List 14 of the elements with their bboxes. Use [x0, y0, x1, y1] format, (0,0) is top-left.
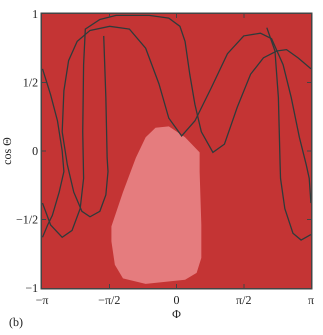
y-tick-label: 1/2 — [22, 76, 38, 90]
y-tick-label: 0 — [32, 144, 38, 158]
x-tick-label: −π — [36, 292, 48, 307]
y-tick-label: −1/2 — [16, 212, 38, 227]
y-axis-title: cos Θ — [0, 136, 14, 165]
x-tick-label: π/2 — [236, 292, 252, 307]
x-axis-title: Φ — [172, 306, 182, 321]
x-tick-label: 0 — [174, 292, 180, 307]
y-tick-label: 1 — [32, 7, 38, 22]
x-tick-label: π — [308, 292, 314, 307]
x-tick-label: −π/2 — [98, 292, 120, 307]
line-series — [42, 14, 311, 238]
y-tick-label: −1 — [25, 281, 38, 296]
text: (b) — [9, 315, 23, 329]
